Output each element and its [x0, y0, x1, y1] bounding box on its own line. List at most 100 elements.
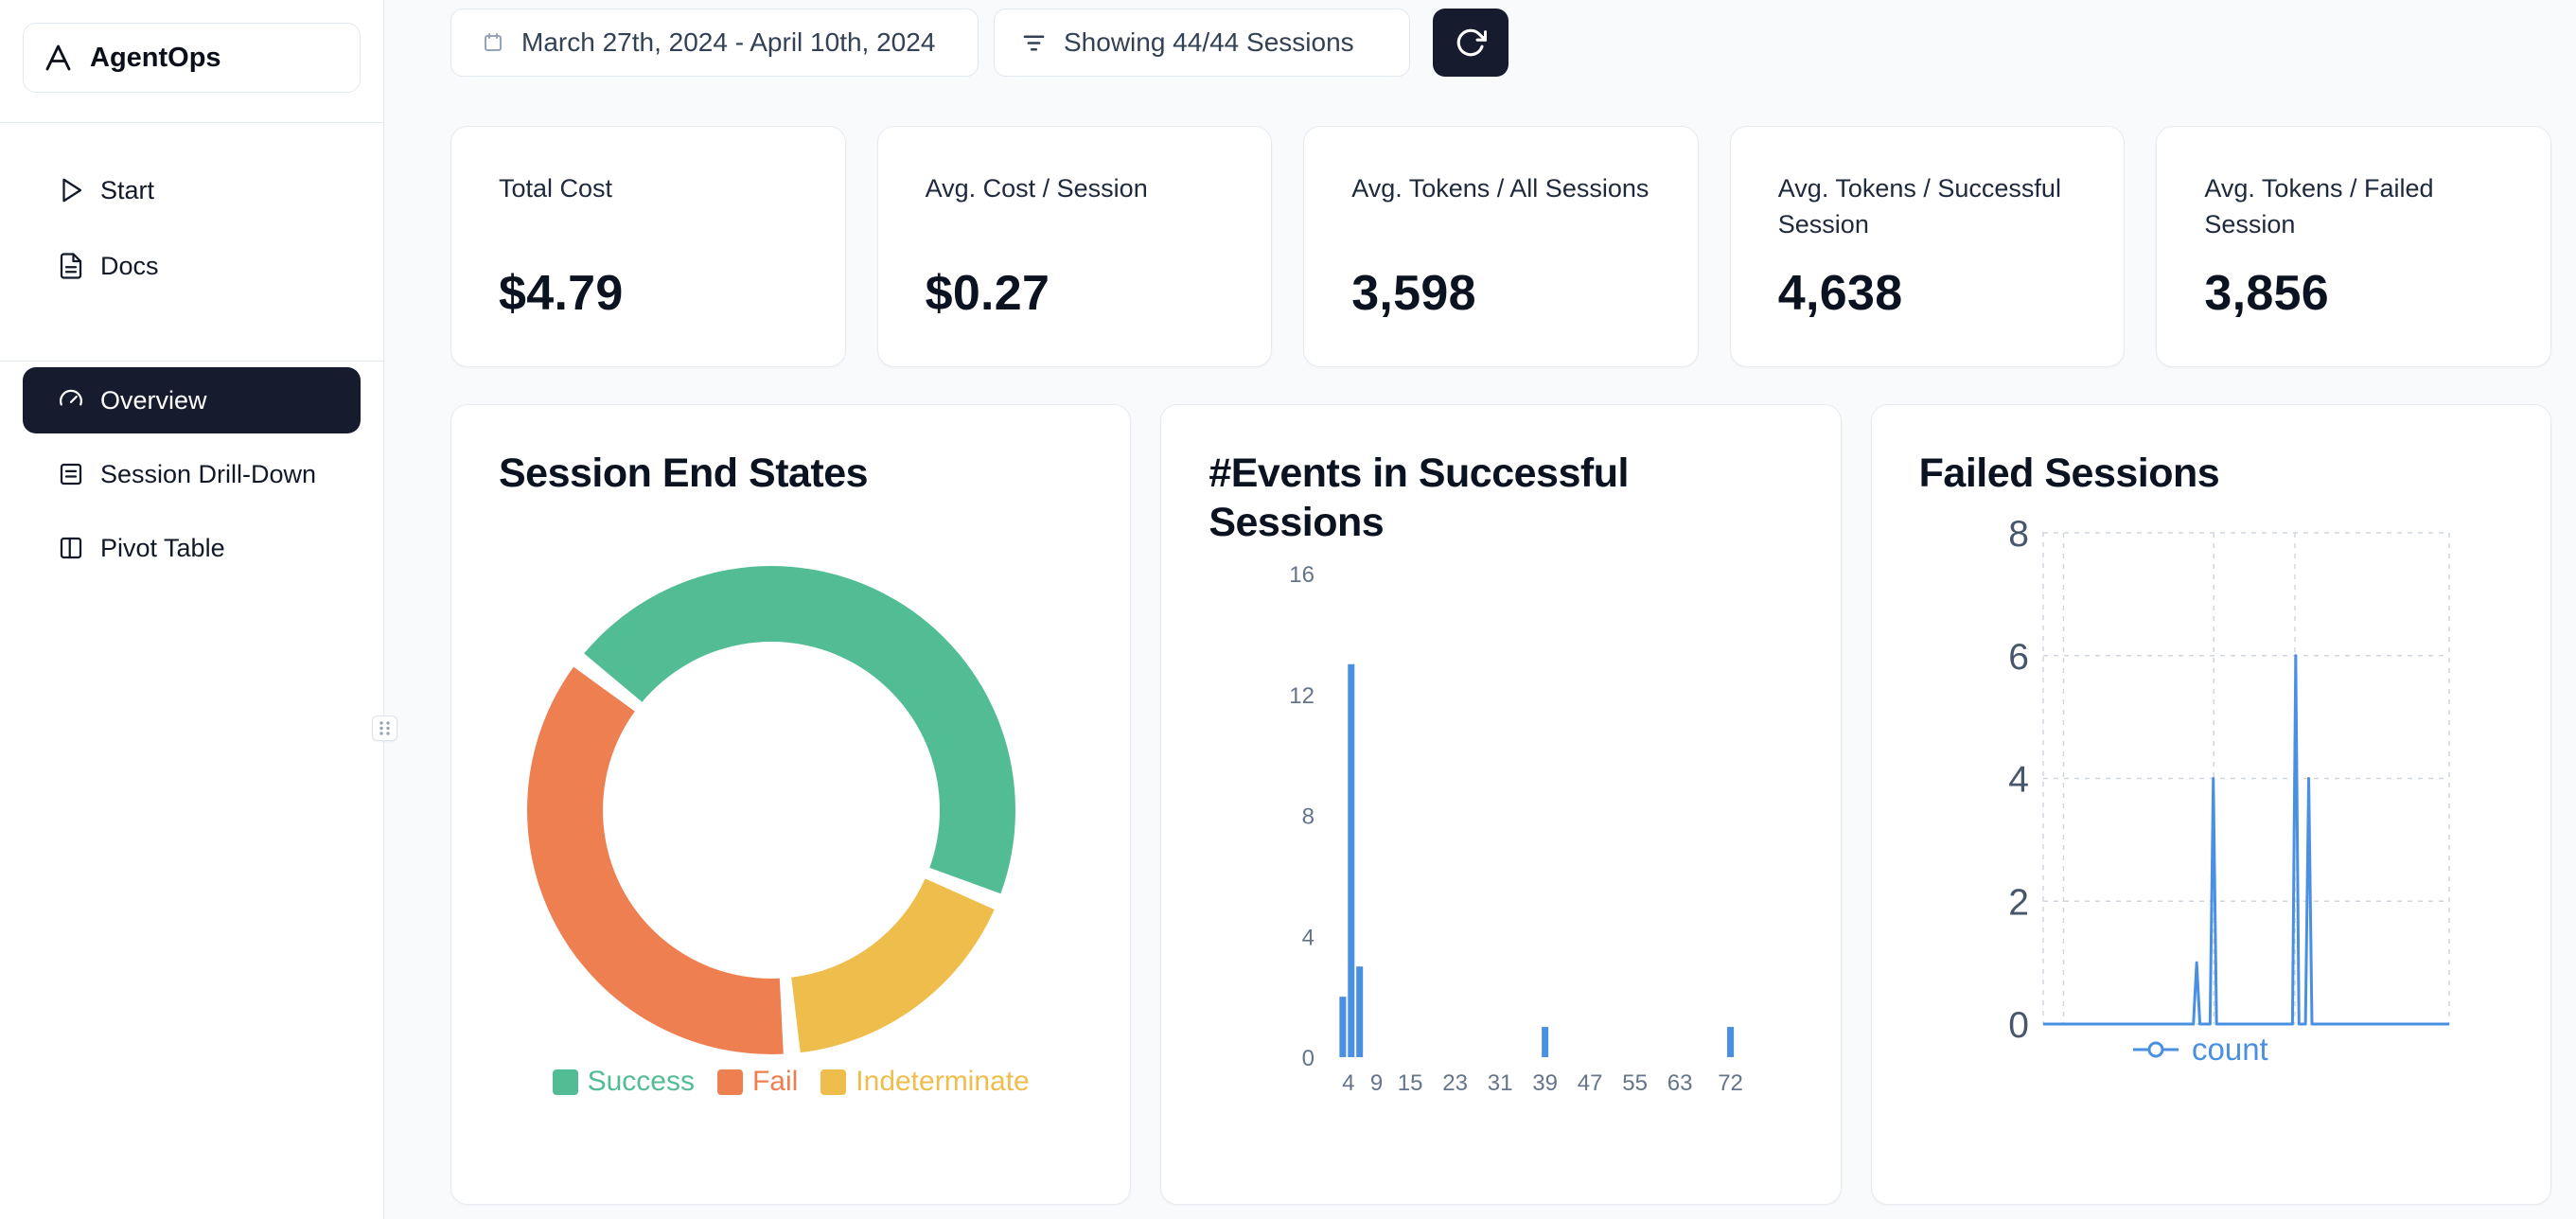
stat-card-total-cost: Total Cost $4.79	[450, 126, 846, 367]
x-tick-label: 63	[1667, 1070, 1693, 1096]
topbar: March 27th, 2024 - April 10th, 2024 Show…	[450, 9, 2551, 77]
x-tick-label: 31	[1488, 1070, 1513, 1096]
y-tick-label: 8	[2008, 514, 2029, 555]
x-tick-label: 15	[1398, 1070, 1423, 1096]
count-line-series	[2042, 654, 2449, 1026]
date-range-picker[interactable]: March 27th, 2024 - April 10th, 2024	[450, 9, 979, 77]
chart-title: Session End States	[499, 450, 869, 496]
sessions-filter-button[interactable]: Showing 44/44 Sessions	[994, 9, 1410, 77]
play-icon	[62, 178, 82, 203]
y-tick-label: 4	[2008, 760, 2029, 801]
donut-segment-success	[584, 566, 1015, 894]
stat-value: $0.27	[925, 266, 1050, 321]
filter-icon	[1023, 34, 1045, 51]
stat-label: Avg. Tokens / All Sessions	[1351, 174, 1650, 203]
legend-item-count[interactable]: count	[2132, 1032, 2268, 1067]
legend-label: count	[2192, 1032, 2268, 1067]
x-tick-label: 9	[1370, 1070, 1383, 1096]
legend-item-success[interactable]: Success	[552, 1066, 695, 1098]
y-tick-label: 6	[2008, 637, 2029, 678]
sidebar-item-session-drill-down[interactable]: Session Drill-Down	[23, 441, 361, 507]
sidebar-divider	[0, 361, 383, 362]
chart-card-events-in-successful-sessions: #Events in Successful Sessions 0 4 8 12 16 4 9…	[1160, 404, 1842, 1205]
sidebar-item-label: Overview	[100, 385, 207, 415]
grip-dots-icon	[379, 721, 390, 735]
sidebar-item-label: Session Drill-Down	[100, 459, 317, 488]
legend-label: Success	[587, 1066, 695, 1097]
main-content: March 27th, 2024 - April 10th, 2024 Show…	[385, 0, 2576, 1219]
stat-label: Avg. Cost / Session	[925, 174, 1148, 203]
stat-card-avg-cost-session: Avg. Cost / Session $0.27	[876, 126, 1273, 367]
y-tick-label: 0	[2008, 1005, 2029, 1046]
bar	[1348, 663, 1355, 1057]
chart-title: #Events in Successful Sessions	[1209, 450, 1629, 545]
sidebar-item-docs[interactable]: Docs	[23, 233, 361, 299]
y-tick-label: 4	[1302, 925, 1314, 950]
legend-label: Indeterminate	[856, 1066, 1030, 1097]
stat-label: Avg. Tokens / Successful Session	[1777, 174, 2061, 238]
stat-card-avg-tokens-failed: Avg. Tokens / Failed Session 3,856	[2156, 126, 2551, 367]
nav-primary: Start Docs	[0, 123, 383, 299]
sidebar-item-pivot-table[interactable]: Pivot Table	[23, 515, 361, 581]
bar	[1356, 966, 1364, 1057]
sidebar-divider	[0, 122, 383, 123]
chart-card-failed-sessions: Failed Sessions 0 2 4 6 8 count	[1870, 404, 2551, 1205]
chart-card-session-end-states: Session End States Success Fail Indetermin…	[450, 404, 1132, 1205]
stat-card-avg-tokens-successful: Avg. Tokens / Successful Session 4,638	[1729, 126, 2126, 367]
session-end-states-donut-chart[interactable]	[506, 545, 1036, 1075]
stat-value: 3,856	[2204, 266, 2330, 321]
sessions-filter-label: Showing 44/44 Sessions	[1064, 27, 1354, 57]
stat-card-avg-tokens-all: Avg. Tokens / All Sessions 3,598	[1303, 126, 1699, 367]
sidebar-item-start[interactable]: Start	[23, 157, 361, 223]
docs-icon	[60, 253, 82, 279]
y-tick-label: 2	[2008, 882, 2029, 923]
x-tick-label: 72	[1719, 1070, 1744, 1096]
nav-views: Overview Session Drill-Down Pivot Table	[0, 362, 383, 581]
x-tick-label: 39	[1533, 1070, 1559, 1096]
y-tick-label: 8	[1302, 804, 1314, 830]
sidebar-item-label: Docs	[100, 251, 159, 280]
stat-value: $4.79	[499, 266, 624, 321]
y-tick-label: 12	[1290, 683, 1315, 709]
stat-label: Avg. Tokens / Failed Session	[2204, 174, 2434, 238]
refresh-icon	[1456, 28, 1487, 57]
gauge-icon	[60, 389, 82, 406]
failed-sessions-line-chart[interactable]: 0 2 4 6 8 count	[1872, 405, 2551, 1205]
y-tick-label: 16	[1290, 562, 1315, 588]
donut-segment-fail	[527, 666, 784, 1054]
legend-swatch	[552, 1069, 578, 1095]
charts-row: Session End States Success Fail Indetermin…	[450, 404, 2551, 1205]
chart-title: Failed Sessions	[1918, 450, 2220, 496]
legend-item-indeterminate[interactable]: Indeterminate	[820, 1066, 1030, 1098]
sidebar-resize-handle[interactable]	[372, 716, 397, 741]
pivot-table-icon	[60, 537, 82, 559]
app-name: AgentOps	[90, 42, 221, 73]
bar	[1727, 1027, 1735, 1057]
sidebar-item-label: Pivot Table	[100, 533, 225, 562]
app-logo[interactable]: AgentOps	[23, 23, 361, 93]
legend-point-marker	[2147, 1041, 2164, 1058]
bar	[1339, 997, 1347, 1057]
donut-chart-legend: Success Fail Indeterminate	[451, 1066, 1130, 1098]
donut-segment-indeterminate	[791, 878, 995, 1053]
legend-swatch	[820, 1069, 847, 1095]
date-range-label: March 27th, 2024 - April 10th, 2024	[521, 27, 936, 57]
x-tick-label: 47	[1578, 1070, 1603, 1096]
sidebar-item-label: Start	[100, 175, 155, 204]
legend-item-fail[interactable]: Fail	[716, 1066, 799, 1098]
sidebar-item-overview[interactable]: Overview	[23, 367, 361, 433]
calendar-icon	[485, 33, 502, 51]
x-tick-label: 4	[1342, 1070, 1354, 1096]
legend-label: Fail	[751, 1066, 799, 1097]
stats-row: Total Cost $4.79 Avg. Cost / Session $0.…	[450, 126, 2551, 367]
stat-value: 3,598	[1351, 266, 1476, 321]
stat-label: Total Cost	[499, 174, 613, 203]
bar	[1542, 1027, 1549, 1057]
refresh-button[interactable]	[1433, 9, 1509, 77]
stat-value: 4,638	[1777, 266, 1903, 321]
session-list-icon	[60, 463, 82, 486]
agentops-logo-icon	[45, 44, 71, 71]
x-tick-label: 55	[1623, 1070, 1649, 1096]
x-tick-label: 23	[1443, 1070, 1469, 1096]
